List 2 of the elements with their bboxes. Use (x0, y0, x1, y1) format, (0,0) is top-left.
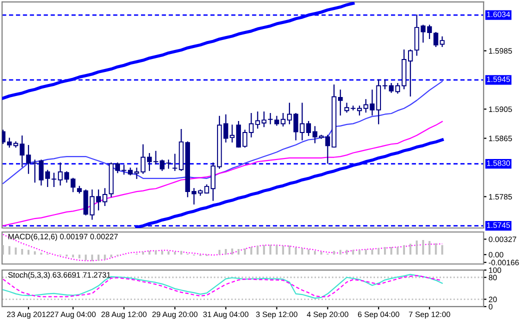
line-series (2, 234, 443, 262)
line-series (2, 120, 443, 226)
